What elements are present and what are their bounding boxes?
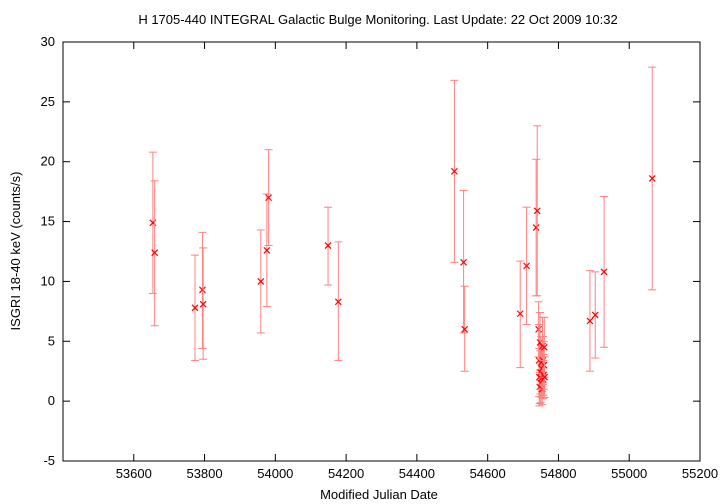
y-tick-label: -5 <box>43 453 55 468</box>
data-point <box>198 231 207 349</box>
x-marker <box>334 298 342 306</box>
x-marker <box>600 268 608 276</box>
data-point <box>199 247 208 360</box>
x-marker <box>532 224 540 231</box>
y-tick-label: 25 <box>41 94 55 109</box>
x-marker <box>450 167 458 175</box>
y-tick-label: 15 <box>41 214 55 229</box>
x-marker <box>265 194 273 202</box>
y-tick-label: 0 <box>48 393 55 408</box>
x-tick-label: 54200 <box>328 466 364 481</box>
data-point <box>648 66 657 291</box>
data-point <box>522 206 531 326</box>
x-marker <box>516 310 524 318</box>
x-marker <box>648 175 656 182</box>
x-tick-label: 54400 <box>399 466 435 481</box>
x-marker <box>461 325 469 333</box>
data-point <box>334 241 343 361</box>
y-tick-label: 10 <box>41 273 55 288</box>
y-axis: -5 0 5 10 15 20 25 30 <box>41 34 700 468</box>
data-point <box>150 180 159 327</box>
plot-frame <box>62 41 701 462</box>
x-marker <box>199 286 206 294</box>
x-axis: 53600 53800 54000 54200 54400 54600 54800 55000… <box>116 42 718 481</box>
x-marker <box>324 242 332 249</box>
x-tick-label: 53600 <box>116 466 152 481</box>
y-tick-label: 20 <box>41 154 55 169</box>
data-point <box>532 158 541 297</box>
x-marker <box>533 207 541 215</box>
data-point <box>600 195 609 348</box>
x-marker <box>460 258 468 266</box>
data-point <box>460 285 469 372</box>
data-point <box>585 270 594 372</box>
data-point <box>459 189 468 334</box>
x-marker <box>586 317 594 325</box>
x-marker <box>257 278 265 285</box>
data-point <box>591 271 600 359</box>
data-point <box>324 206 333 286</box>
data-point <box>256 229 265 334</box>
data-point <box>264 149 273 247</box>
x-axis-label: Modified Julian Date <box>320 487 438 502</box>
data-point <box>191 254 200 361</box>
x-tick-label: 54600 <box>470 466 506 481</box>
chart-title: H 1705-440 INTEGRAL Galactic Bulge Monit… <box>138 12 617 27</box>
x-marker <box>523 262 531 270</box>
data-point <box>450 79 459 263</box>
y-tick-label: 30 <box>41 34 55 49</box>
data-point <box>262 193 271 308</box>
plot-border <box>62 41 701 462</box>
x-tick-label: 55200 <box>682 466 718 481</box>
x-tick-label: 55000 <box>611 466 647 481</box>
y-axis-label: ISGRI 18-40 keV (counts/s) <box>8 172 23 331</box>
data-point <box>533 125 542 297</box>
data-point <box>516 260 525 369</box>
x-tick-label: 54000 <box>257 466 293 481</box>
x-marker <box>540 343 548 351</box>
x-tick-label: 53800 <box>186 466 222 481</box>
x-marker <box>191 304 199 312</box>
data-series <box>148 66 657 407</box>
x-marker <box>199 300 207 308</box>
x-marker <box>591 311 599 319</box>
y-tick-label: 5 <box>48 333 55 348</box>
data-point <box>540 356 549 399</box>
x-marker <box>541 373 549 381</box>
x-marker <box>151 249 159 257</box>
x-tick-label: 54800 <box>540 466 576 481</box>
data-point <box>148 151 157 294</box>
x-marker <box>263 246 271 254</box>
